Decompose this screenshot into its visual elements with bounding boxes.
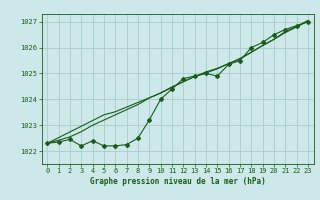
X-axis label: Graphe pression niveau de la mer (hPa): Graphe pression niveau de la mer (hPa) <box>90 177 266 186</box>
